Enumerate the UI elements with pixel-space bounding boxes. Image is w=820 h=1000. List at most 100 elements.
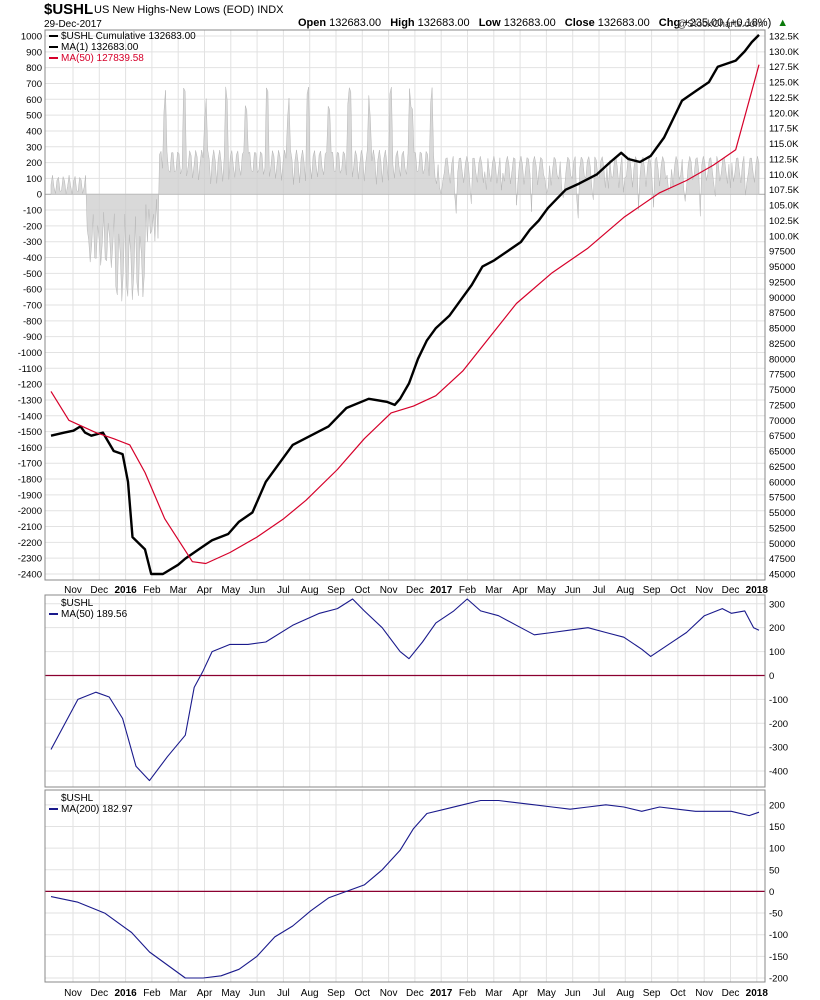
x-tick-label: Nov bbox=[64, 988, 82, 999]
histogram-area bbox=[50, 86, 760, 302]
open-value: 132683.00 bbox=[329, 17, 382, 29]
x-tick-label: Oct bbox=[355, 988, 371, 999]
x-tick-label: Dec bbox=[722, 585, 740, 596]
x-tick-label: Jul bbox=[277, 585, 290, 596]
left-tick-label: 500 bbox=[26, 111, 42, 122]
left-tick-label: -1100 bbox=[18, 364, 42, 375]
left-tick-label: -1200 bbox=[18, 380, 42, 391]
left-tick-label: 700 bbox=[26, 79, 42, 90]
right-tick-label: 122.5K bbox=[769, 93, 800, 104]
x-tick-label: Aug bbox=[616, 988, 634, 999]
middle-legend-entry: MA(50) 189.56 bbox=[61, 609, 128, 620]
left-tick-label: -2000 bbox=[18, 506, 42, 517]
left-tick-label: -700 bbox=[23, 301, 42, 312]
stockcharts-logo: @StockCharts.com bbox=[677, 19, 764, 30]
x-tick-label: Jun bbox=[249, 988, 265, 999]
close-value: 132683.00 bbox=[597, 17, 650, 29]
x-tick-label: May bbox=[537, 988, 556, 999]
bottom-legend-entry: MA(200) 182.97 bbox=[61, 804, 133, 815]
axis-labels: 10009008007006005004003002001000-100-200… bbox=[18, 31, 800, 999]
x-tick-label: Jul bbox=[277, 988, 290, 999]
chg-label: Chg bbox=[658, 17, 681, 29]
left-tick-label: -1500 bbox=[18, 427, 42, 438]
right-tick-label: 67500 bbox=[769, 431, 795, 442]
x-tick-label: Sep bbox=[643, 988, 661, 999]
middle-right-tick-label: -100 bbox=[769, 695, 788, 706]
right-tick-label: 70000 bbox=[769, 416, 795, 427]
right-tick-label: 110.0K bbox=[769, 170, 799, 181]
left-tick-label: -1600 bbox=[18, 443, 42, 454]
bottom-right-tick-label: -100 bbox=[769, 930, 788, 941]
ohlc-readout: Open 132683.00 High 132683.00 Low 132683.00… bbox=[298, 17, 788, 29]
x-tick-label: 2018 bbox=[746, 585, 769, 596]
right-tick-label: 60000 bbox=[769, 477, 795, 488]
middle-right-tick-label: -400 bbox=[769, 767, 788, 778]
x-tick-label: 2018 bbox=[746, 988, 769, 999]
left-tick-label: -2100 bbox=[18, 522, 42, 533]
series-line-ushlcumulative bbox=[50, 34, 760, 576]
right-tick-label: 102.5K bbox=[769, 216, 800, 227]
x-tick-label: Apr bbox=[512, 988, 528, 999]
left-tick-label: 300 bbox=[26, 142, 42, 153]
x-tick-label: Feb bbox=[143, 988, 161, 999]
x-tick-label: Dec bbox=[90, 585, 108, 596]
x-tick-label: Dec bbox=[722, 988, 740, 999]
x-tick-label: Oct bbox=[670, 988, 686, 999]
x-tick-label: May bbox=[221, 988, 240, 999]
right-tick-label: 130.0K bbox=[769, 47, 800, 58]
x-tick-label: Nov bbox=[695, 585, 713, 596]
right-tick-label: 120.0K bbox=[769, 108, 800, 119]
left-tick-label: -500 bbox=[23, 269, 42, 280]
right-tick-label: 127.5K bbox=[769, 62, 800, 73]
right-tick-label: 107.5K bbox=[769, 185, 800, 196]
bottom-right-tick-label: 50 bbox=[769, 865, 780, 876]
main-panel-frame bbox=[44, 29, 766, 581]
left-tick-label: -100 bbox=[23, 206, 42, 217]
right-tick-label: 80000 bbox=[769, 354, 795, 365]
left-tick-label: -1900 bbox=[18, 490, 42, 501]
x-tick-label: Dec bbox=[406, 988, 424, 999]
bottom-right-tick-label: 150 bbox=[769, 822, 785, 833]
chart-symbol: $USHL bbox=[44, 1, 94, 18]
x-tick-label: Feb bbox=[143, 585, 161, 596]
x-tick-label: 2017 bbox=[430, 585, 453, 596]
left-tick-label: 800 bbox=[26, 63, 42, 74]
legend-entry: MA(1) 132683.00 bbox=[61, 42, 139, 53]
x-tick-label: Dec bbox=[90, 988, 108, 999]
left-tick-label: -1800 bbox=[18, 475, 42, 486]
left-tick-label: 0 bbox=[37, 190, 42, 201]
series-lines bbox=[50, 34, 760, 979]
x-tick-label: Mar bbox=[485, 585, 503, 596]
right-tick-label: 65000 bbox=[769, 447, 795, 458]
middle-panel-frame bbox=[44, 594, 766, 788]
left-tick-label: -900 bbox=[23, 332, 42, 343]
close-label: Close bbox=[564, 17, 595, 29]
bottom-right-tick-label: 0 bbox=[769, 887, 774, 898]
x-tick-label: Nov bbox=[695, 988, 713, 999]
middle-right-tick-label: 0 bbox=[769, 671, 774, 682]
chart-description: US New Highs-New Lows (EOD) INDX bbox=[94, 4, 284, 16]
x-tick-label: May bbox=[221, 585, 240, 596]
right-tick-label: 85000 bbox=[769, 324, 795, 335]
right-tick-label: 90000 bbox=[769, 293, 795, 304]
x-tick-label: Sep bbox=[327, 585, 345, 596]
histogram-shape bbox=[50, 86, 760, 302]
left-tick-label: -1300 bbox=[18, 395, 42, 406]
x-tick-label: Dec bbox=[406, 585, 424, 596]
x-tick-label: Sep bbox=[327, 988, 345, 999]
left-tick-label: -400 bbox=[23, 253, 42, 264]
high-value: 132683.00 bbox=[417, 17, 470, 29]
bottom-right-tick-label: -50 bbox=[769, 909, 783, 920]
middle-right-tick-label: -300 bbox=[769, 743, 788, 754]
left-tick-label: 400 bbox=[26, 126, 42, 137]
x-tick-label: Jun bbox=[565, 988, 581, 999]
x-tick-label: Aug bbox=[616, 585, 634, 596]
left-tick-label: -300 bbox=[23, 237, 42, 248]
left-tick-label: -600 bbox=[23, 285, 42, 296]
bottom-legend-entry: $USHL bbox=[61, 793, 94, 804]
x-tick-label: 2016 bbox=[114, 585, 137, 596]
legend-entry: $USHL Cumulative 132683.00 bbox=[61, 31, 196, 42]
right-tick-label: 50000 bbox=[769, 539, 795, 550]
x-tick-label: 2017 bbox=[430, 988, 453, 999]
